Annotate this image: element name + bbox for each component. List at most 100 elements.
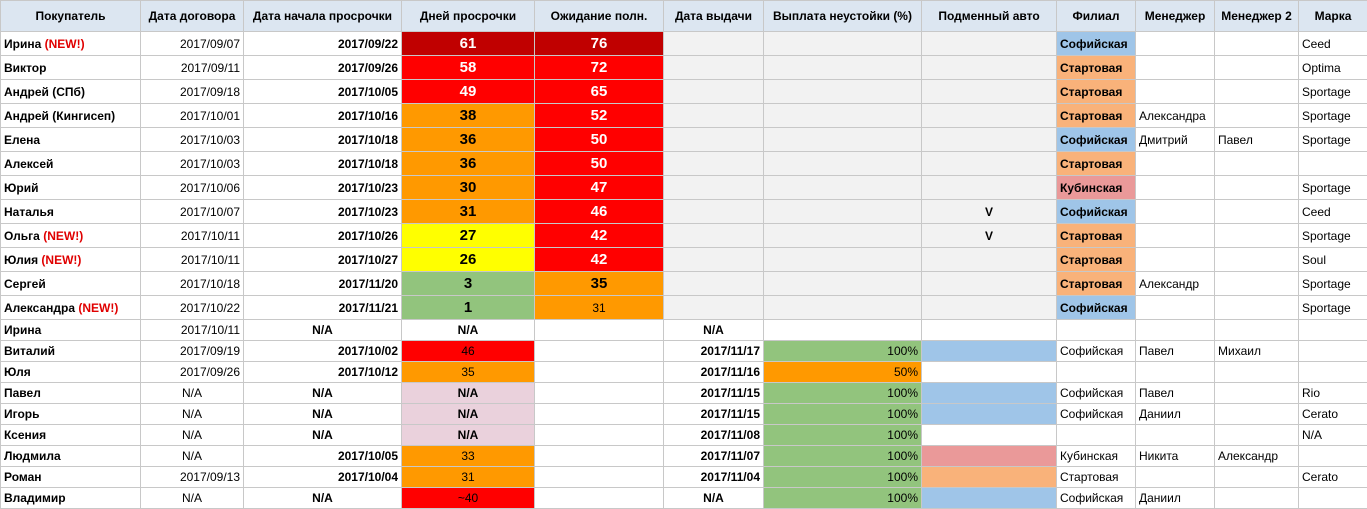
contract-date-cell[interactable]: N/A bbox=[141, 383, 244, 404]
wait-total-cell[interactable]: 31 bbox=[535, 296, 664, 320]
branch-cell[interactable]: Кубинская bbox=[1057, 176, 1136, 200]
issue-date-cell[interactable] bbox=[664, 176, 764, 200]
wait-total-cell[interactable] bbox=[535, 404, 664, 425]
wait-total-cell[interactable]: 50 bbox=[535, 128, 664, 152]
issue-date-cell[interactable]: 2017/11/15 bbox=[664, 383, 764, 404]
manager-cell[interactable] bbox=[1136, 467, 1215, 488]
wait-total-cell[interactable]: 35 bbox=[535, 272, 664, 296]
loaner-car-cell[interactable] bbox=[922, 362, 1057, 383]
brand-cell[interactable] bbox=[1299, 362, 1367, 383]
penalty-cell[interactable] bbox=[764, 128, 922, 152]
col-header-penalty[interactable]: Выплата неустойки (%) bbox=[764, 1, 922, 32]
col-header-wait-total[interactable]: Ожидание полн. bbox=[535, 1, 664, 32]
penalty-cell[interactable] bbox=[764, 176, 922, 200]
days-overdue-cell[interactable]: 30 bbox=[402, 176, 535, 200]
penalty-cell[interactable]: 100% bbox=[764, 341, 922, 362]
overdue-start-cell[interactable]: 2017/09/26 bbox=[244, 56, 402, 80]
manager2-cell[interactable] bbox=[1215, 152, 1299, 176]
issue-date-cell[interactable] bbox=[664, 80, 764, 104]
manager2-cell[interactable] bbox=[1215, 176, 1299, 200]
wait-total-cell[interactable] bbox=[535, 320, 664, 341]
col-header-loaner-car[interactable]: Подменный авто bbox=[922, 1, 1057, 32]
branch-cell[interactable]: Софийская bbox=[1057, 200, 1136, 224]
days-overdue-cell[interactable]: 58 bbox=[402, 56, 535, 80]
manager-cell[interactable]: Даниил bbox=[1136, 404, 1215, 425]
branch-cell[interactable] bbox=[1057, 425, 1136, 446]
branch-cell[interactable] bbox=[1057, 320, 1136, 341]
penalty-cell[interactable] bbox=[764, 296, 922, 320]
penalty-cell[interactable]: 100% bbox=[764, 446, 922, 467]
brand-cell[interactable]: Ceed bbox=[1299, 200, 1367, 224]
contract-date-cell[interactable]: N/A bbox=[141, 488, 244, 509]
days-overdue-cell[interactable]: 26 bbox=[402, 248, 535, 272]
overdue-start-cell[interactable]: 2017/10/12 bbox=[244, 362, 402, 383]
brand-cell[interactable]: Ceed bbox=[1299, 32, 1367, 56]
col-header-brand[interactable]: Марка bbox=[1299, 1, 1367, 32]
issue-date-cell[interactable] bbox=[664, 56, 764, 80]
contract-date-cell[interactable]: 2017/10/11 bbox=[141, 248, 244, 272]
issue-date-cell[interactable]: 2017/11/07 bbox=[664, 446, 764, 467]
manager-cell[interactable]: Александра bbox=[1136, 104, 1215, 128]
branch-cell[interactable]: Стартовая bbox=[1057, 80, 1136, 104]
loaner-car-cell[interactable] bbox=[922, 128, 1057, 152]
manager2-cell[interactable] bbox=[1215, 467, 1299, 488]
manager-cell[interactable]: Дмитрий bbox=[1136, 128, 1215, 152]
brand-cell[interactable]: Sportage bbox=[1299, 104, 1367, 128]
contract-date-cell[interactable]: 2017/10/18 bbox=[141, 272, 244, 296]
days-overdue-cell[interactable]: 31 bbox=[402, 467, 535, 488]
manager2-cell[interactable] bbox=[1215, 56, 1299, 80]
brand-cell[interactable]: Soul bbox=[1299, 248, 1367, 272]
overdue-start-cell[interactable]: N/A bbox=[244, 383, 402, 404]
brand-cell[interactable]: Cerato bbox=[1299, 404, 1367, 425]
issue-date-cell[interactable] bbox=[664, 200, 764, 224]
buyer-cell[interactable]: Ирина bbox=[1, 320, 141, 341]
brand-cell[interactable]: Sportage bbox=[1299, 272, 1367, 296]
days-overdue-cell[interactable]: 46 bbox=[402, 341, 535, 362]
contract-date-cell[interactable]: 2017/10/11 bbox=[141, 224, 244, 248]
penalty-cell[interactable] bbox=[764, 248, 922, 272]
wait-total-cell[interactable] bbox=[535, 446, 664, 467]
wait-total-cell[interactable] bbox=[535, 383, 664, 404]
branch-cell[interactable]: Софийская bbox=[1057, 404, 1136, 425]
manager2-cell[interactable] bbox=[1215, 383, 1299, 404]
branch-cell[interactable]: Стартовая bbox=[1057, 272, 1136, 296]
brand-cell[interactable]: Sportage bbox=[1299, 224, 1367, 248]
overdue-start-cell[interactable]: 2017/10/27 bbox=[244, 248, 402, 272]
manager-cell[interactable]: Павел bbox=[1136, 383, 1215, 404]
manager2-cell[interactable] bbox=[1215, 224, 1299, 248]
loaner-car-cell[interactable] bbox=[922, 488, 1057, 509]
loaner-car-cell[interactable] bbox=[922, 425, 1057, 446]
loaner-car-cell[interactable] bbox=[922, 341, 1057, 362]
days-overdue-cell[interactable]: 49 bbox=[402, 80, 535, 104]
brand-cell[interactable]: Sportage bbox=[1299, 296, 1367, 320]
contract-date-cell[interactable]: 2017/09/26 bbox=[141, 362, 244, 383]
days-overdue-cell[interactable]: 61 bbox=[402, 32, 535, 56]
wait-total-cell[interactable]: 72 bbox=[535, 56, 664, 80]
branch-cell[interactable]: Софийская bbox=[1057, 32, 1136, 56]
col-header-issue-date[interactable]: Дата выдачи bbox=[664, 1, 764, 32]
buyer-cell[interactable]: Наталья bbox=[1, 200, 141, 224]
issue-date-cell[interactable] bbox=[664, 128, 764, 152]
issue-date-cell[interactable]: N/A bbox=[664, 488, 764, 509]
days-overdue-cell[interactable]: ~40 bbox=[402, 488, 535, 509]
issue-date-cell[interactable] bbox=[664, 248, 764, 272]
manager-cell[interactable] bbox=[1136, 248, 1215, 272]
overdue-start-cell[interactable]: 2017/10/18 bbox=[244, 128, 402, 152]
overdue-start-cell[interactable]: 2017/10/26 bbox=[244, 224, 402, 248]
manager-cell[interactable] bbox=[1136, 152, 1215, 176]
manager2-cell[interactable] bbox=[1215, 80, 1299, 104]
overdue-start-cell[interactable]: 2017/09/22 bbox=[244, 32, 402, 56]
overdue-start-cell[interactable]: 2017/10/18 bbox=[244, 152, 402, 176]
manager2-cell[interactable] bbox=[1215, 296, 1299, 320]
col-header-manager[interactable]: Менеджер bbox=[1136, 1, 1215, 32]
manager2-cell[interactable] bbox=[1215, 248, 1299, 272]
loaner-car-cell[interactable]: V bbox=[922, 200, 1057, 224]
manager-cell[interactable] bbox=[1136, 320, 1215, 341]
